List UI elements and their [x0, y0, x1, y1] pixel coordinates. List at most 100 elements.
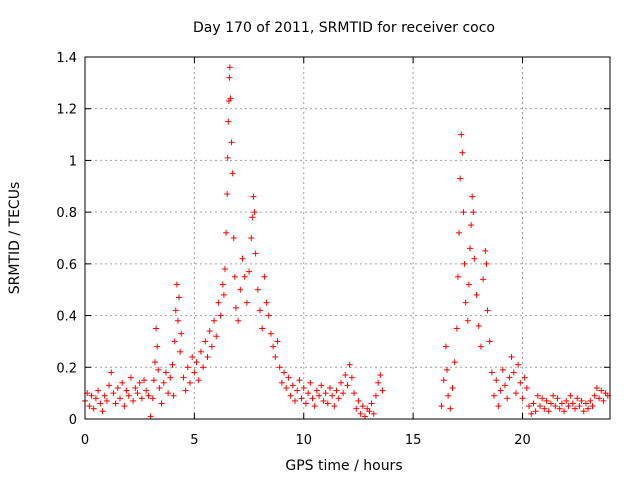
data-point	[292, 397, 298, 404]
data-point	[227, 95, 234, 102]
data-point	[351, 390, 358, 397]
data-point	[543, 397, 550, 404]
data-point	[235, 317, 242, 324]
data-point	[160, 379, 167, 386]
data-point	[121, 403, 128, 410]
data-point	[331, 403, 338, 410]
data-point	[305, 390, 312, 397]
data-point	[475, 322, 482, 329]
y-tick-label: 1.2	[56, 103, 77, 118]
data-point	[172, 307, 179, 314]
data-point	[155, 366, 162, 373]
data-point	[125, 392, 132, 399]
data-point	[158, 400, 165, 407]
data-point	[134, 390, 141, 397]
data-point	[589, 403, 596, 410]
data-point	[362, 413, 368, 420]
data-point	[333, 387, 340, 394]
data-point	[263, 299, 270, 306]
data-point	[515, 361, 522, 368]
data-point	[219, 281, 226, 288]
data-point	[224, 154, 231, 161]
data-point	[465, 281, 472, 288]
data-point	[86, 403, 93, 410]
data-point	[229, 170, 236, 177]
data-point	[223, 229, 230, 236]
data-point	[127, 374, 134, 381]
data-point	[574, 395, 581, 402]
data-point	[278, 379, 285, 386]
data-point	[252, 250, 259, 257]
data-point	[491, 392, 498, 399]
data-point	[211, 317, 218, 324]
data-point	[167, 374, 174, 381]
data-point	[231, 273, 238, 280]
data-point	[375, 379, 382, 386]
data-point	[530, 400, 537, 407]
data-point	[246, 268, 253, 275]
data-point	[138, 395, 145, 402]
data-point	[438, 403, 445, 410]
data-point	[459, 149, 466, 156]
data-point	[461, 260, 468, 267]
data-point	[182, 387, 189, 394]
data-point	[298, 395, 305, 402]
data-point	[147, 413, 154, 420]
data-point	[110, 390, 117, 397]
data-point	[215, 299, 222, 306]
data-point	[502, 382, 508, 389]
data-point	[217, 312, 224, 319]
data-point	[272, 353, 279, 360]
data-point	[508, 353, 515, 360]
data-point	[563, 397, 570, 404]
data-point	[596, 395, 603, 402]
data-point	[285, 374, 292, 381]
data-point	[353, 405, 360, 412]
data-point	[552, 403, 559, 410]
data-point	[294, 387, 301, 394]
data-point	[230, 235, 237, 241]
data-point	[379, 387, 386, 394]
data-point	[348, 374, 355, 381]
data-point	[202, 338, 209, 345]
data-point	[232, 304, 239, 311]
data-point	[344, 382, 351, 389]
data-point	[320, 397, 327, 404]
data-point	[488, 369, 495, 376]
data-point	[141, 377, 148, 384]
data-point	[532, 408, 539, 415]
data-point	[103, 397, 110, 404]
data-point	[473, 291, 480, 298]
data-point	[444, 366, 451, 373]
data-point	[225, 118, 232, 125]
plot-frame	[84, 56, 611, 420]
data-point	[340, 390, 347, 397]
data-point	[289, 382, 296, 389]
data-point	[447, 405, 454, 412]
data-point	[449, 384, 456, 391]
data-point	[327, 384, 333, 391]
data-point	[512, 390, 519, 397]
data-point	[470, 209, 477, 216]
data-point	[169, 361, 176, 368]
data-point	[222, 266, 228, 273]
data-point	[189, 353, 196, 360]
data-point	[523, 384, 530, 391]
x-tick-label: 15	[405, 433, 422, 448]
data-point	[477, 343, 484, 350]
data-point	[510, 369, 517, 376]
data-point	[208, 343, 215, 350]
data-point	[302, 400, 309, 407]
data-point	[482, 247, 489, 254]
data-point	[483, 260, 490, 267]
data-point	[506, 374, 513, 381]
data-point	[228, 139, 235, 146]
data-point	[250, 193, 257, 200]
data-point	[106, 382, 113, 389]
data-point	[497, 387, 504, 394]
data-point	[300, 384, 307, 391]
data-point	[257, 307, 263, 314]
data-point	[276, 364, 283, 371]
data-point	[162, 369, 169, 376]
data-point	[440, 377, 447, 384]
